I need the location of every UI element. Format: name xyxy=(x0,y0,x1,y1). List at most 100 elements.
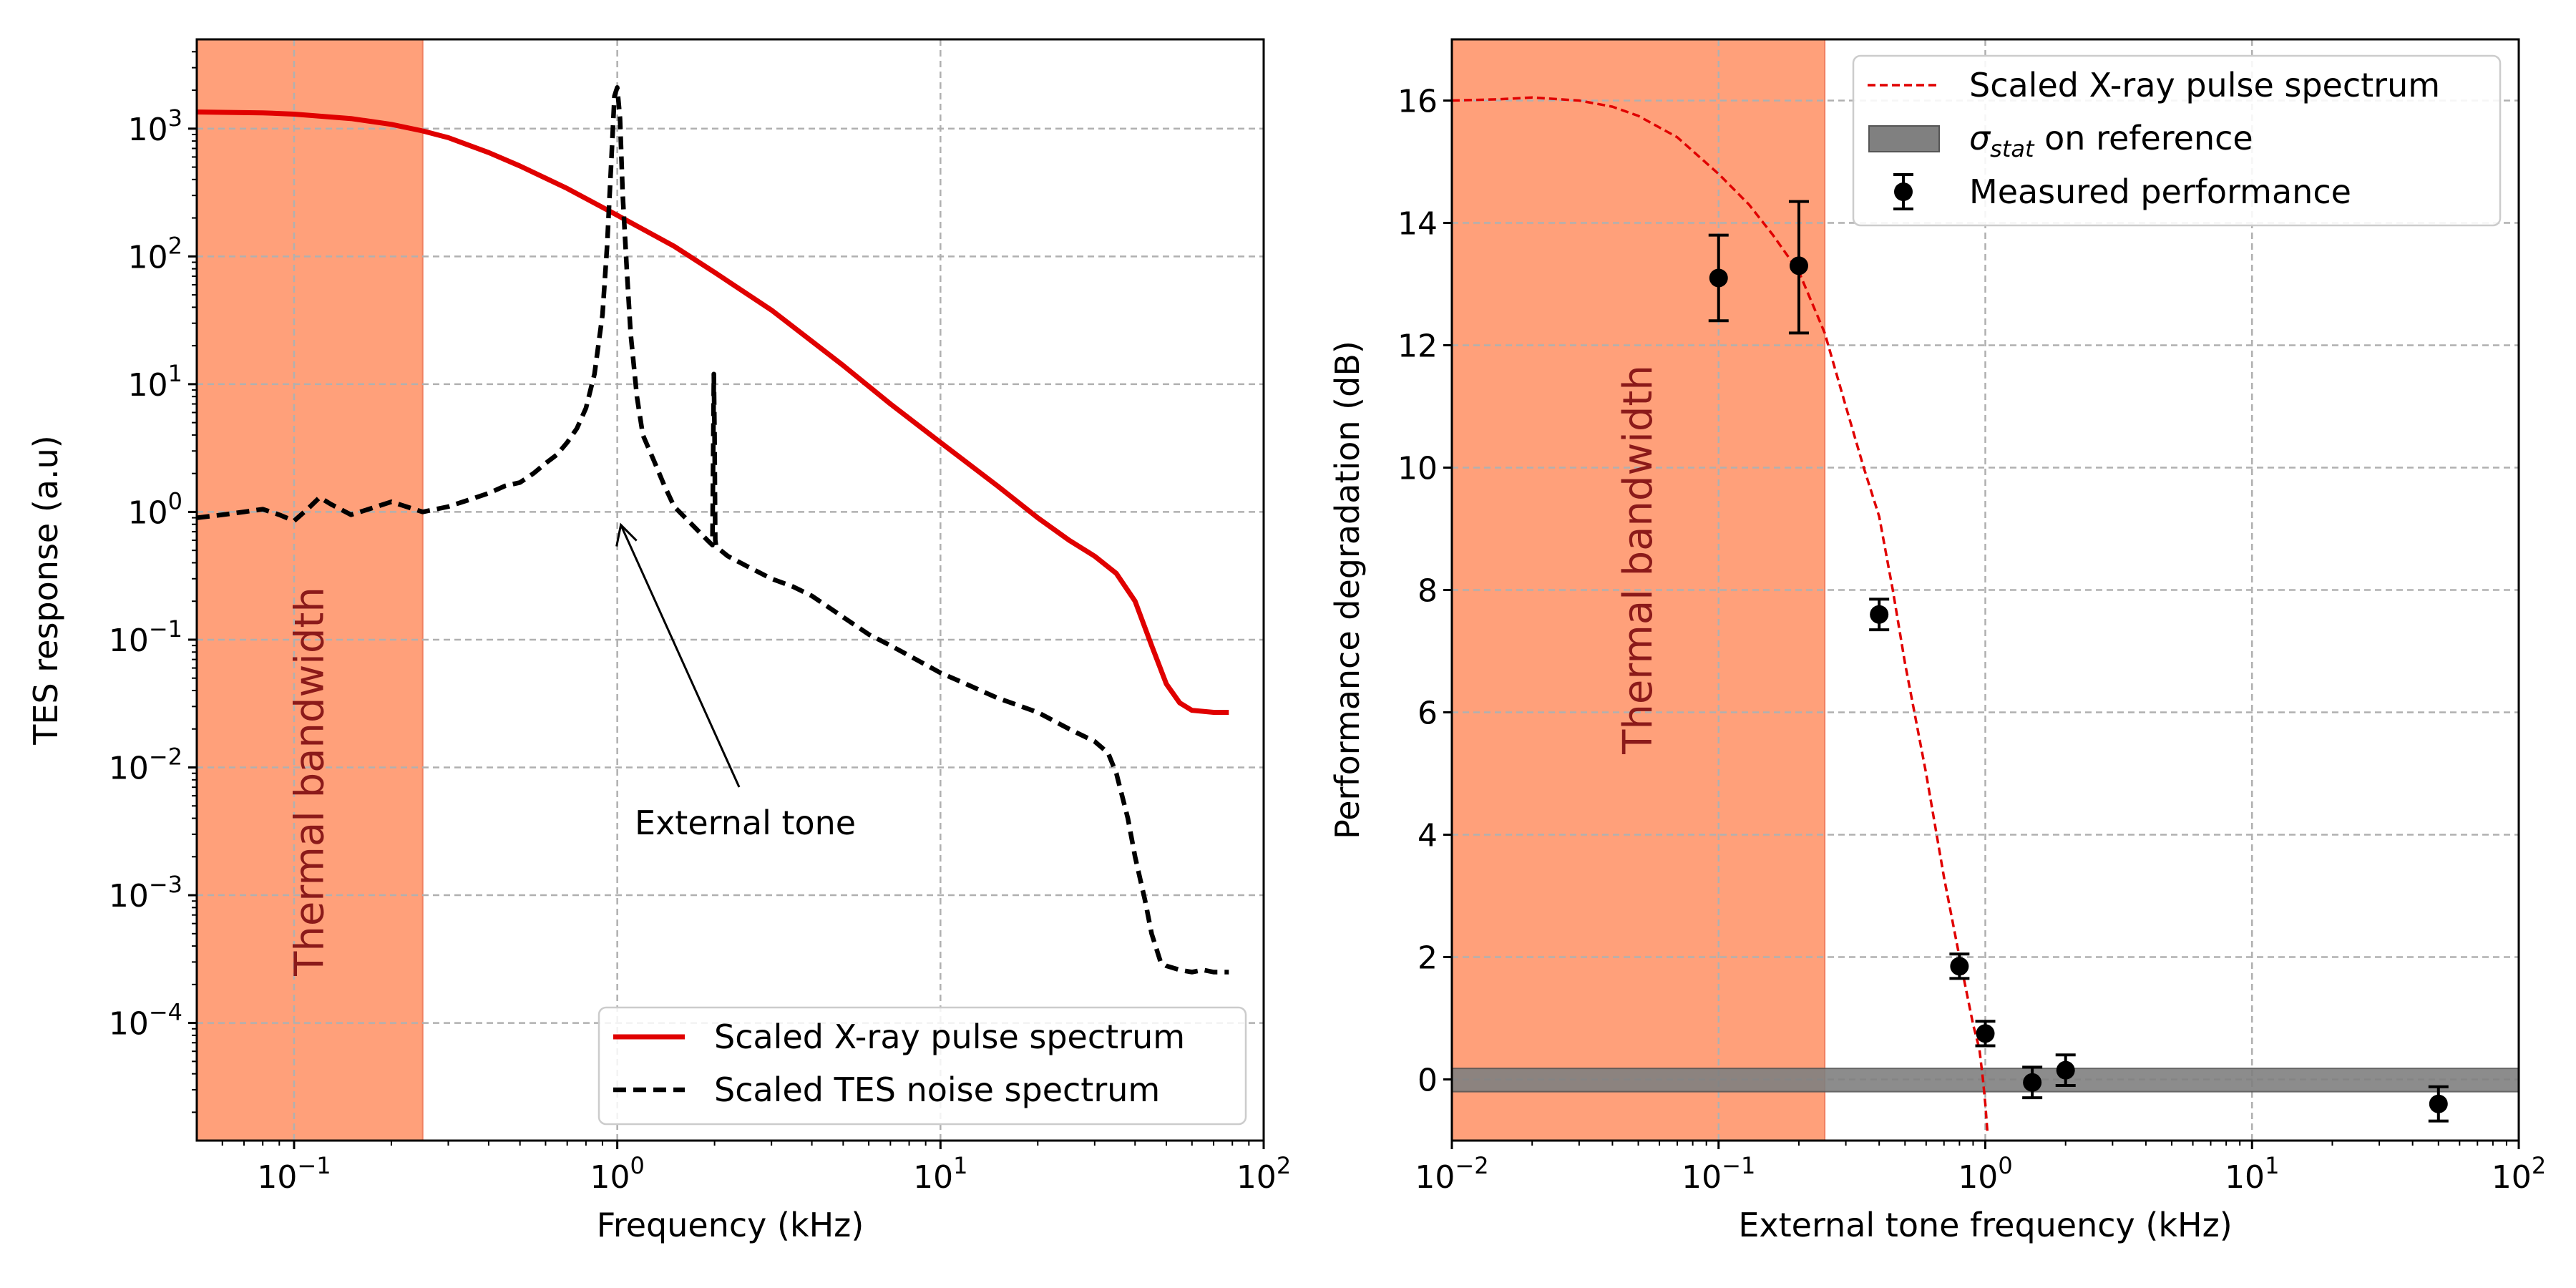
x-axis-label: External tone frequency (kHz) xyxy=(1738,1206,2232,1244)
legend-box xyxy=(597,1006,1247,1126)
x-tick-label-base: 10 xyxy=(1236,1159,1277,1196)
y-tick-label: 10−1 xyxy=(109,615,182,659)
y-tick-label: 103 xyxy=(128,104,182,148)
data-point xyxy=(1709,268,1728,288)
data-point xyxy=(1789,256,1808,275)
annotation-arrow-line xyxy=(620,524,741,788)
y-tick-label: 8 xyxy=(1418,573,1438,610)
y-tick-label-exponent: −2 xyxy=(149,743,182,771)
y-tick-label-exponent: 0 xyxy=(168,487,182,514)
x-tick-label-base: 10 xyxy=(590,1159,630,1196)
y-tick-label: 10−4 xyxy=(109,999,182,1043)
x-tick-label-base: 10 xyxy=(1682,1159,1722,1196)
y-tick-label-base: 10 xyxy=(128,494,168,531)
y-tick-label: 6 xyxy=(1418,696,1438,732)
x-tick-label: 10−1 xyxy=(257,1152,331,1196)
thermal-band xyxy=(197,39,424,1141)
x-tick-label: 102 xyxy=(2492,1152,2546,1196)
y-tick-label-base: 10 xyxy=(109,751,149,787)
data-point xyxy=(2023,1073,2042,1092)
x-tick-label-exponent: −1 xyxy=(1722,1152,1755,1179)
y-tick-label-exponent: −3 xyxy=(149,871,182,898)
legend: Scaled X-ray pulse spectrum σstat on refe… xyxy=(1852,54,2502,227)
y-tick-label: 14 xyxy=(1397,206,1438,243)
data-point xyxy=(2056,1060,2075,1080)
annotation-arrow-head xyxy=(615,522,638,547)
x-tick-label: 100 xyxy=(590,1152,644,1196)
y-tick-label-exponent: −1 xyxy=(149,615,182,643)
y-tick-label: 100 xyxy=(128,487,182,531)
data-point xyxy=(1976,1024,1995,1043)
legend-label-pulse: Scaled X-ray pulse spectrum xyxy=(1969,66,2440,104)
data-point xyxy=(1950,957,1969,976)
series-line-pulse xyxy=(197,109,1229,715)
x-tick-label: 101 xyxy=(913,1152,967,1196)
y-tick-label: 10 xyxy=(1397,451,1438,487)
x-tick-label: 10−2 xyxy=(1415,1152,1488,1196)
thermal-bandwidth-label: Thermal bandwidth xyxy=(1615,365,1662,755)
y-tick-label: 10−2 xyxy=(109,743,182,787)
y-tick-label: 0 xyxy=(1418,1063,1438,1099)
y-tick-label-exponent: 3 xyxy=(168,104,182,132)
series-line-pulse xyxy=(1452,96,1989,1135)
y-tick-label: 102 xyxy=(128,232,182,275)
x-tick-label: 100 xyxy=(1958,1152,2012,1196)
x-tick-label-base: 10 xyxy=(1415,1159,1455,1196)
y-tick-label-base: 10 xyxy=(109,623,149,659)
x-tick-label-base: 10 xyxy=(2225,1159,2265,1196)
legend-sigma-subscript: stat xyxy=(1990,135,2035,162)
legend-sigma-rest: on reference xyxy=(2034,119,2253,157)
y-tick-label-base: 10 xyxy=(128,112,168,148)
y-tick-label: 10−3 xyxy=(109,871,182,914)
y-axis-label: TES response (a.u) xyxy=(26,435,65,745)
legend-sigma-symbol: σ xyxy=(1969,119,1991,157)
legend-label-measured: Measured performance xyxy=(1969,172,2351,211)
legend: Scaled X-ray pulse spectrum Scaled TES no… xyxy=(597,1006,1247,1126)
thermal-bandwidth-label: Thermal bandwidth xyxy=(286,587,333,977)
data-point xyxy=(2429,1094,2448,1113)
x-tick-label: 101 xyxy=(2225,1152,2279,1196)
y-tick-label-base: 10 xyxy=(128,239,168,275)
x-tick-label: 10−1 xyxy=(1682,1152,1755,1196)
y-tick-label-exponent: 2 xyxy=(168,232,182,259)
x-tick-label-exponent: 2 xyxy=(1277,1152,1291,1179)
y-tick-label: 16 xyxy=(1397,84,1438,120)
x-tick-label-base: 10 xyxy=(1958,1159,1998,1196)
y-tick-label: 4 xyxy=(1418,818,1438,854)
x-tick-label-base: 10 xyxy=(913,1159,953,1196)
x-tick-label-base: 10 xyxy=(257,1159,297,1196)
y-tick-label-base: 10 xyxy=(109,878,149,914)
x-tick-label-exponent: 2 xyxy=(2532,1152,2546,1179)
y-tick-label-exponent: −4 xyxy=(149,999,182,1026)
plot-area xyxy=(1452,39,2519,1141)
x-tick-label-exponent: 1 xyxy=(2265,1152,2279,1179)
sigma-reference-band xyxy=(1452,1068,2519,1093)
legend-label-pulse: Scaled X-ray pulse spectrum xyxy=(714,1018,1185,1056)
y-axis-label: Performance degradation (dB) xyxy=(1328,341,1367,839)
legend-label-noise: Scaled TES noise spectrum xyxy=(714,1070,1160,1109)
x-tick-label-exponent: −2 xyxy=(1455,1152,1488,1179)
legend-label-sigma: σstat on reference xyxy=(1969,119,2253,162)
y-tick-label-base: 10 xyxy=(128,367,168,404)
x-axis-label: Frequency (kHz) xyxy=(597,1206,864,1244)
data-point xyxy=(1870,605,1889,624)
x-tick-label-exponent: −1 xyxy=(297,1152,331,1179)
x-tick-label-base: 10 xyxy=(2492,1159,2532,1196)
y-tick-label: 101 xyxy=(128,360,182,404)
series-line-noise xyxy=(197,85,1229,975)
y-tick-label-exponent: 1 xyxy=(168,360,182,387)
x-tick-label: 102 xyxy=(1236,1152,1291,1196)
legend-patch-sigma xyxy=(1868,125,1940,152)
y-tick-label: 12 xyxy=(1397,328,1438,365)
annotation-external-tone: External tone xyxy=(635,804,856,842)
axes-frame xyxy=(195,38,1265,1142)
x-tick-label-exponent: 0 xyxy=(1998,1152,2012,1179)
plot-area xyxy=(197,39,1264,1141)
y-tick-label-base: 10 xyxy=(109,1006,149,1043)
y-tick-label: 2 xyxy=(1418,940,1438,977)
legend-box xyxy=(1852,54,2502,227)
x-tick-label-exponent: 1 xyxy=(953,1152,967,1179)
